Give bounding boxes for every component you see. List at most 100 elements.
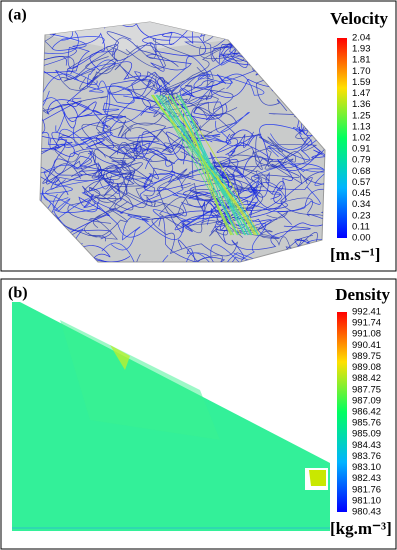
panel-frame: [0, 0, 397, 272]
streamline: [40, 230, 45, 262]
colorbar-tick-label: 0.79: [352, 155, 371, 166]
colorbar-tick-label: 1.25: [352, 110, 371, 121]
colorbar-tick-label: 0.68: [352, 166, 371, 177]
streamline: [84, 140, 154, 208]
colorbar-tick-label: 987.75: [352, 384, 381, 395]
colorbar-unit: [m.s⁻¹]: [330, 245, 380, 264]
streamline: [127, 84, 234, 111]
colorbar: [337, 38, 347, 238]
colorbar-tick-label: 0.11: [352, 221, 370, 232]
streamline: [266, 115, 325, 168]
streamline: [40, 22, 98, 86]
streamline: [96, 115, 142, 161]
streamline: [103, 160, 155, 197]
colorbar-tick-label: 1.81: [352, 55, 371, 66]
colorbar-tick-label: 1.59: [352, 77, 371, 88]
colorbar: [337, 312, 347, 512]
jet-streamline: [158, 94, 252, 236]
colorbar-tick-label: 983.76: [352, 451, 381, 462]
colorbar-tick-label: 984.43: [352, 440, 381, 451]
streamline: [92, 44, 167, 80]
density-field: [12, 302, 330, 531]
streamline: [147, 72, 214, 118]
colorbar-tick-label: 991.74: [352, 318, 381, 329]
colorbar-tick-label: 0.23: [352, 210, 371, 221]
streamline: [40, 84, 66, 133]
streamline: [156, 166, 244, 204]
streamline: [241, 172, 313, 212]
domain-face: [45, 22, 228, 52]
streamline: [136, 126, 185, 165]
jet-streamline: [176, 94, 239, 236]
streamline: [276, 144, 325, 191]
colorbar-tick-label: 988.42: [352, 373, 381, 384]
streamline: [170, 180, 286, 233]
colorbar-tick-label: 986.42: [352, 407, 381, 418]
streamline: [122, 125, 202, 188]
colorbar-tick-label: 991.08: [352, 329, 381, 340]
colorbar-tick-label: 0.00: [352, 233, 371, 244]
streamline: [91, 155, 153, 183]
streamline: [40, 82, 108, 121]
streamline-image: [39, 21, 326, 263]
colorbar-tick-label: 1.02: [352, 133, 371, 144]
jet-streamline: [176, 94, 260, 236]
colorbar-tick-label: 985.09: [352, 429, 381, 440]
colorbar-tick-label: 983.10: [352, 462, 381, 473]
density-hotspot: [110, 345, 130, 370]
jet-streamline: [173, 94, 233, 236]
streamline: [136, 22, 244, 59]
streamline: [53, 129, 115, 157]
colorbar-tick-label: 0.91: [352, 144, 371, 155]
streamline: [276, 179, 325, 225]
streamline: [164, 187, 236, 233]
colorbar-tick-label: 980.43: [352, 507, 381, 518]
colorbar-tick-label: 981.10: [352, 495, 381, 506]
colorbar-title: Velocity: [330, 9, 388, 28]
streamline: [109, 119, 185, 160]
streamline: [185, 111, 250, 144]
streamline: [40, 129, 93, 210]
streamline: [40, 112, 73, 157]
streamline: [228, 151, 306, 192]
colorbar-tick-label: 1.70: [352, 66, 371, 77]
streamline: [225, 223, 302, 262]
streamline: [42, 160, 112, 224]
streamline: [40, 32, 106, 74]
streamline: [50, 155, 103, 215]
streamline: [46, 99, 97, 129]
streamline: [114, 42, 192, 72]
streamline: [88, 185, 243, 238]
streamline: [159, 183, 233, 228]
streamline: [158, 215, 226, 262]
colorbar-tick-label: 0.34: [352, 199, 371, 210]
colorbar-tick-label: 2.04: [352, 33, 371, 44]
streamline: [154, 56, 214, 104]
colorbar-unit: [kg.m⁻³]: [330, 519, 392, 538]
jet-streamline: [152, 94, 255, 236]
density-shade: [60, 320, 220, 440]
streamline: [134, 141, 232, 180]
colorbar-tick-label: 1.36: [352, 99, 371, 110]
streamline: [102, 91, 182, 132]
streamline: [154, 96, 325, 169]
panel-label: (b): [8, 285, 28, 302]
panel-label: (a): [8, 7, 27, 24]
streamline: [54, 123, 133, 165]
colorbar-tick-label: 985.76: [352, 418, 381, 429]
streamline: [118, 64, 175, 108]
colorbar-tick-label: 989.08: [352, 362, 381, 373]
streamline: [120, 122, 221, 149]
streamline: [142, 22, 207, 57]
colorbar-tick-label: 987.09: [352, 395, 381, 406]
colorbar-tick-label: 981.76: [352, 484, 381, 495]
streamline: [40, 35, 79, 69]
streamline: [40, 97, 109, 150]
colorbar-tick-label: 992.41: [352, 307, 381, 318]
streamline: [45, 178, 114, 220]
streamline: [82, 173, 184, 220]
streamline: [72, 22, 171, 41]
streamline: [40, 187, 84, 246]
colorbar-tick-label: 0.57: [352, 177, 371, 188]
